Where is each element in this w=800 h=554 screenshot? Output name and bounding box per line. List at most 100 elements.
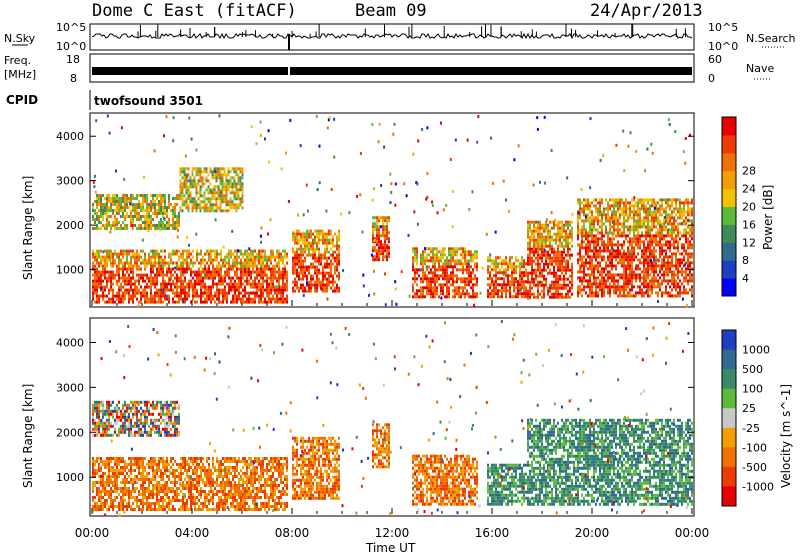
echo-cell	[296, 241, 298, 245]
echo-cell	[497, 283, 499, 287]
echo-cell	[138, 267, 140, 271]
echo-cell	[310, 265, 312, 269]
echo-cell	[446, 259, 448, 263]
echo-cell	[168, 255, 170, 259]
echo-cell	[589, 240, 591, 244]
echo-cell	[338, 244, 340, 248]
echo-cell	[633, 210, 635, 214]
echo-cell	[525, 262, 527, 266]
echo-cell	[338, 277, 340, 281]
echo-cell	[416, 289, 418, 293]
echo-cell	[150, 203, 152, 206]
echo-cell	[647, 258, 649, 262]
echo-cell	[184, 258, 186, 262]
echo-cell	[336, 256, 338, 260]
echo-cell	[605, 228, 607, 232]
echo-cell	[619, 216, 621, 220]
echo-cell	[456, 262, 458, 266]
echo-cell	[126, 255, 128, 259]
echo-cell	[669, 243, 671, 247]
echo-cell	[152, 249, 154, 253]
echo-cell	[579, 279, 581, 283]
echo-cell	[589, 273, 591, 277]
echo-cell	[178, 264, 180, 268]
echo-cell	[581, 207, 583, 211]
echo-cell	[603, 207, 605, 211]
echo-cell	[495, 262, 497, 266]
echo-cell	[671, 228, 673, 232]
echo-cell	[114, 194, 116, 197]
echo-cell	[136, 255, 138, 259]
echo-cell	[587, 246, 589, 250]
echo-cell	[667, 261, 669, 265]
echo-cell	[278, 267, 280, 271]
echo-cell	[272, 264, 274, 268]
echo-cell	[659, 288, 661, 292]
echo-cell	[200, 276, 202, 280]
echo-cell	[182, 288, 184, 292]
echo-cell	[623, 264, 625, 268]
echo-cell	[150, 291, 152, 295]
echo-cell	[102, 218, 104, 221]
echo-cell	[643, 294, 645, 298]
noise-panel-frame	[89, 23, 695, 51]
echo-cell	[122, 285, 124, 289]
echo-cell	[235, 188, 238, 192]
echo-cell	[376, 216, 378, 220]
echo-cell	[621, 264, 623, 268]
echo-cell	[216, 252, 218, 256]
echo-cell	[541, 268, 543, 272]
echo-cell	[677, 294, 679, 298]
echo-cell	[234, 297, 236, 301]
echo-cell	[268, 294, 270, 298]
echo-cell	[216, 258, 218, 262]
echo-cell	[156, 276, 158, 280]
echo-cell	[200, 288, 202, 292]
echo-cell	[438, 277, 440, 281]
echo-cell	[454, 286, 456, 290]
echo-cell	[214, 270, 216, 274]
echo-cell	[132, 206, 134, 209]
echo-cell	[587, 213, 589, 217]
echo-cell	[583, 213, 585, 217]
echo-cell	[687, 231, 689, 235]
echo-cell	[613, 273, 615, 277]
echo-cell	[128, 200, 130, 203]
echo-cell	[685, 273, 687, 277]
echo-cell	[440, 265, 442, 269]
echo-cell	[657, 216, 659, 220]
echo-cell	[224, 276, 226, 280]
echo-cell	[229, 200, 232, 204]
echo-cell	[691, 198, 693, 202]
echo-cell	[140, 300, 142, 304]
echo-cell	[577, 258, 579, 262]
echo-cell	[577, 222, 579, 226]
echo-cell	[689, 261, 691, 265]
echo-cell	[537, 286, 539, 290]
echo-cell	[629, 207, 631, 211]
echo-cell	[543, 223, 545, 227]
echo-cell	[260, 276, 262, 280]
echo-cell	[226, 255, 228, 259]
echo-cell	[454, 280, 456, 284]
echo-cell	[673, 231, 675, 235]
echo-cell	[197, 182, 200, 186]
echo-cell	[571, 229, 573, 233]
echo-cell	[587, 240, 589, 244]
echo-cell	[643, 264, 645, 268]
echo-cell	[108, 209, 110, 212]
echo-cell	[164, 282, 166, 286]
echo-cell	[150, 194, 152, 197]
echo-cell	[422, 259, 424, 263]
echo-cell	[537, 247, 539, 251]
echo-cell	[142, 206, 144, 209]
echo-cell	[669, 207, 671, 211]
echo-cell	[593, 222, 595, 226]
echo-cell	[220, 273, 222, 277]
echo-cell	[187, 167, 190, 171]
echo-cell	[687, 204, 689, 208]
echo-cell	[174, 276, 176, 280]
echo-cell	[136, 209, 138, 212]
echo-cell	[631, 240, 633, 244]
echo-cell	[683, 234, 685, 238]
